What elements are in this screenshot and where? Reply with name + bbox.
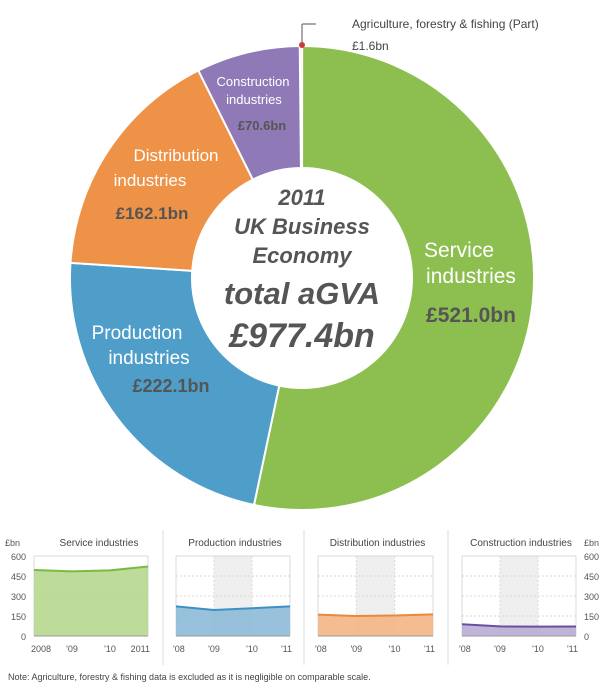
panel-dividers <box>162 530 449 665</box>
construction-label-line1: Construction <box>217 74 290 89</box>
distribution-label-line2: industries <box>114 171 187 190</box>
service-label-line1: Service <box>424 239 494 262</box>
center-line-total: total aGVA <box>224 276 380 311</box>
left-y-tick: 450 <box>11 572 26 582</box>
left-y-tick: 150 <box>11 612 26 622</box>
production-label-line1: Production <box>92 323 183 344</box>
small-multiples: Service industries 2008 '09 '10 2011 Producti… <box>31 538 578 654</box>
x-tick-label: '10 <box>389 644 401 654</box>
construction-title: Construction industries <box>470 538 572 549</box>
right-y-tick: 150 <box>584 612 599 622</box>
distribution-slice-label: Distribution industries £162.1bn <box>114 146 219 223</box>
left-y-tick: 600 <box>11 552 26 562</box>
service-title: Service industries <box>60 538 139 549</box>
distribution-line <box>317 613 434 618</box>
small-chart-distribution: Distribution industries '08 '09 '10 '11 <box>315 538 435 654</box>
production-label-line2: industries <box>108 348 189 369</box>
x-tick-label: '11 <box>424 644 435 654</box>
x-tick-label: '09 <box>208 644 220 654</box>
construction-slice-label: Construction industries £70.6bn <box>217 74 290 133</box>
agriculture-callout: Agriculture, forestry & fishing (Part) £… <box>299 17 539 53</box>
donut-hole <box>192 168 412 388</box>
right-y-tick: 450 <box>584 572 599 582</box>
x-tick-label: 2008 <box>31 644 51 654</box>
callout-dot <box>299 42 305 48</box>
production-line <box>175 605 291 612</box>
production-slice-label: Production industries £222.1bn <box>92 323 210 396</box>
small-chart-construction: Construction industries '08 '09 '10 '11 <box>459 538 578 654</box>
right-y-axis: £bn 600 450 300 150 0 <box>584 538 599 642</box>
service-slice-label: Service industries £521.0bn <box>424 239 516 327</box>
center-total-value: £977.4bn <box>228 317 375 355</box>
agriculture-value: £1.6bn <box>352 39 389 53</box>
distribution-label-line1: Distribution <box>133 146 218 165</box>
small-chart-service: Service industries 2008 '09 '10 2011 <box>31 538 150 654</box>
service-line <box>33 565 149 573</box>
x-tick-label: '09 <box>66 644 78 654</box>
distribution-value: £162.1bn <box>116 204 189 223</box>
right-y-tick: 600 <box>584 552 599 562</box>
construction-value: £70.6bn <box>238 118 286 133</box>
production-title: Production industries <box>188 538 281 549</box>
footnote: Note: Agriculture, forestry & fishing da… <box>8 672 371 682</box>
production-area <box>176 606 290 636</box>
x-tick-label: '10 <box>104 644 116 654</box>
construction-label-line2: industries <box>226 92 282 107</box>
x-tick-label: '08 <box>173 644 185 654</box>
left-y-axis: £bn 600 450 300 150 0 <box>5 538 26 642</box>
x-tick-label: 2011 <box>131 644 150 654</box>
right-y-tick: 0 <box>584 632 589 642</box>
small-chart-production: Production industries '08 '09 '10 '11 <box>173 538 292 654</box>
x-tick-label: '09 <box>494 644 506 654</box>
x-tick-label: '11 <box>567 644 578 654</box>
production-value: £222.1bn <box>132 376 209 396</box>
service-area <box>34 566 148 636</box>
distribution-area <box>318 614 433 636</box>
x-tick-label: '09 <box>350 644 362 654</box>
x-tick-label: '08 <box>315 644 327 654</box>
right-y-unit: £bn <box>584 538 599 548</box>
right-y-tick: 300 <box>584 592 599 602</box>
x-tick-label: '08 <box>459 644 471 654</box>
center-label: 2011 UK Business Economy total aGVA £977… <box>224 185 380 355</box>
x-tick-label: '11 <box>281 644 292 654</box>
left-y-tick: 0 <box>21 632 26 642</box>
left-y-unit: £bn <box>5 538 20 548</box>
x-tick-label: '10 <box>246 644 258 654</box>
left-y-tick: 300 <box>11 592 26 602</box>
service-value: £521.0bn <box>426 304 516 327</box>
center-line-economy: Economy <box>252 243 353 268</box>
center-line-business: UK Business <box>234 214 370 239</box>
service-label-line2: industries <box>426 265 516 288</box>
center-year: 2011 <box>277 185 325 210</box>
construction-line <box>461 623 577 628</box>
x-tick-label: '10 <box>532 644 544 654</box>
agriculture-label: Agriculture, forestry & fishing (Part) <box>352 17 539 31</box>
distribution-title: Distribution industries <box>330 538 426 549</box>
